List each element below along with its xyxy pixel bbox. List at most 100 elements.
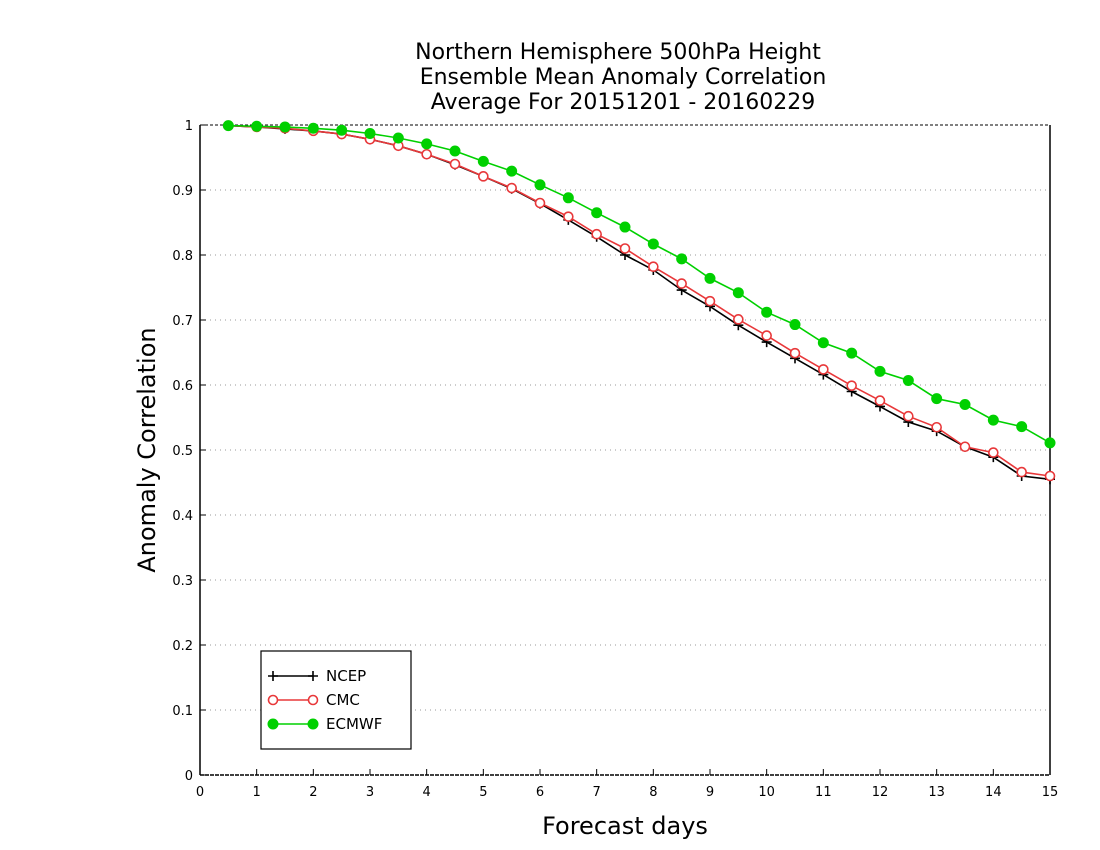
y-axis-label: Anomaly Correlation	[133, 327, 161, 572]
chart-title-line-2: Ensemble Mean Anomaly Correlation	[420, 65, 827, 90]
data-point-ecmwf	[477, 155, 489, 167]
data-point-ecmwf	[279, 121, 291, 133]
x-tick-label: 0	[196, 785, 204, 800]
data-point-ecmwf	[676, 253, 688, 265]
legend: NCEP CMC ECMWF	[260, 650, 412, 750]
data-point-ecmwf	[704, 272, 716, 284]
data-point-cmc	[421, 148, 432, 160]
y-tick-label: 0.9	[172, 184, 193, 199]
data-point-ecmwf	[931, 393, 943, 405]
legend-marker-ncep	[268, 671, 278, 681]
y-tick-label: 0.7	[172, 314, 193, 329]
data-point-cmc	[733, 314, 744, 325]
x-tick-label: 14	[985, 785, 1002, 800]
y-tick-label: 0	[185, 769, 193, 784]
data-point-cmc	[563, 211, 574, 222]
data-point-cmc	[959, 441, 971, 453]
data-point-cmc	[704, 295, 716, 307]
chart-title-line-3: Average For 20151201 - 20160229	[431, 90, 816, 115]
data-point-cmc	[1016, 466, 1027, 478]
legend-marker-ecmwf	[307, 718, 319, 730]
data-point-cmc	[761, 330, 772, 341]
x-tick-label: 5	[479, 785, 487, 800]
data-point-ecmwf	[959, 399, 971, 410]
data-point-ecmwf	[647, 238, 659, 250]
data-point-cmc	[988, 447, 999, 458]
data-point-cmc	[619, 243, 631, 254]
data-point-ecmwf	[1044, 437, 1056, 449]
y-tick-label: 0.5	[172, 444, 193, 459]
x-tick-label: 1	[253, 785, 261, 800]
legend-label-cmc: CMC	[326, 691, 360, 709]
x-tick-label: 7	[593, 785, 601, 800]
data-point-ecmwf	[789, 319, 801, 331]
y-tick-label: 0.3	[172, 574, 193, 589]
legend-marker-ncep	[308, 671, 318, 681]
data-point-ecmwf	[506, 165, 518, 177]
data-point-ecmwf	[222, 120, 234, 132]
y-tick-label: 0.2	[172, 639, 193, 654]
legend-marker-ecmwf	[267, 718, 279, 730]
data-point-cmc	[789, 347, 801, 359]
x-tick-label: 3	[366, 785, 374, 800]
y-tick-label: 1	[185, 119, 193, 134]
data-point-cmc	[903, 410, 914, 422]
chart-title: Northern Hemisphere 500hPa HeightEnsembl…	[415, 40, 826, 115]
data-point-ecmwf	[364, 127, 376, 139]
data-point-cmc	[818, 364, 829, 375]
y-tick-label: 0.6	[172, 379, 193, 394]
data-point-cmc	[506, 182, 517, 194]
data-point-ecmwf	[562, 192, 574, 204]
data-point-cmc	[676, 278, 687, 289]
data-point-ecmwf	[874, 365, 886, 377]
x-tick-label: 9	[706, 785, 714, 800]
chart-title-line-1: Northern Hemisphere 500hPa Height	[415, 40, 821, 65]
data-point-ecmwf	[421, 138, 433, 150]
data-point-cmc	[846, 380, 857, 391]
data-point-cmc	[874, 395, 886, 406]
legend-label-ncep: NCEP	[326, 667, 366, 685]
x-tick-label: 10	[758, 785, 775, 800]
data-point-ecmwf	[336, 124, 348, 136]
data-point-cmc	[449, 158, 461, 170]
data-point-ecmwf	[449, 145, 461, 157]
series-ecmwf	[222, 120, 1056, 449]
data-point-ecmwf	[761, 306, 773, 318]
axes: 0 1 2 3 4 5 6 7 8 9 10 11 12 13 14 1500.10.20.30.40.50.…	[172, 119, 1058, 800]
data-point-cmc	[648, 261, 659, 273]
data-point-cmc	[931, 421, 942, 433]
data-point-ecmwf	[619, 221, 631, 233]
data-point-ecmwf	[392, 132, 404, 144]
x-tick-label: 13	[928, 785, 945, 800]
x-axis-label: Forecast days	[542, 812, 708, 840]
y-tick-label: 0.1	[172, 704, 193, 719]
data-point-cmc	[1044, 470, 1056, 482]
data-point-ecmwf	[902, 374, 914, 386]
data-point-ecmwf	[846, 347, 858, 359]
x-tick-label: 15	[1042, 785, 1059, 800]
data-point-cmc	[478, 171, 489, 182]
x-tick-label: 8	[649, 785, 657, 800]
x-tick-label: 12	[872, 785, 889, 800]
data-point-ecmwf	[591, 207, 603, 219]
x-tick-label: 4	[423, 785, 431, 800]
data-point-ecmwf	[307, 122, 319, 134]
x-tick-label: 2	[309, 785, 317, 800]
series-lines	[222, 120, 1056, 485]
data-point-ecmwf	[817, 337, 829, 349]
data-point-cmc	[534, 197, 546, 209]
legend-marker-cmc	[307, 694, 319, 706]
data-point-ecmwf	[987, 414, 999, 426]
data-point-ecmwf	[732, 287, 744, 299]
data-point-ecmwf	[251, 120, 263, 132]
y-tick-label: 0.8	[172, 249, 193, 264]
data-point-ecmwf	[534, 179, 546, 191]
legend-label-ecmwf: ECMWF	[326, 715, 382, 733]
x-tick-label: 6	[536, 785, 544, 800]
data-point-cmc	[591, 228, 602, 240]
legend-marker-cmc	[267, 694, 279, 706]
y-tick-label: 0.4	[172, 509, 193, 524]
x-tick-label: 11	[815, 785, 832, 800]
data-point-ecmwf	[1016, 421, 1028, 433]
